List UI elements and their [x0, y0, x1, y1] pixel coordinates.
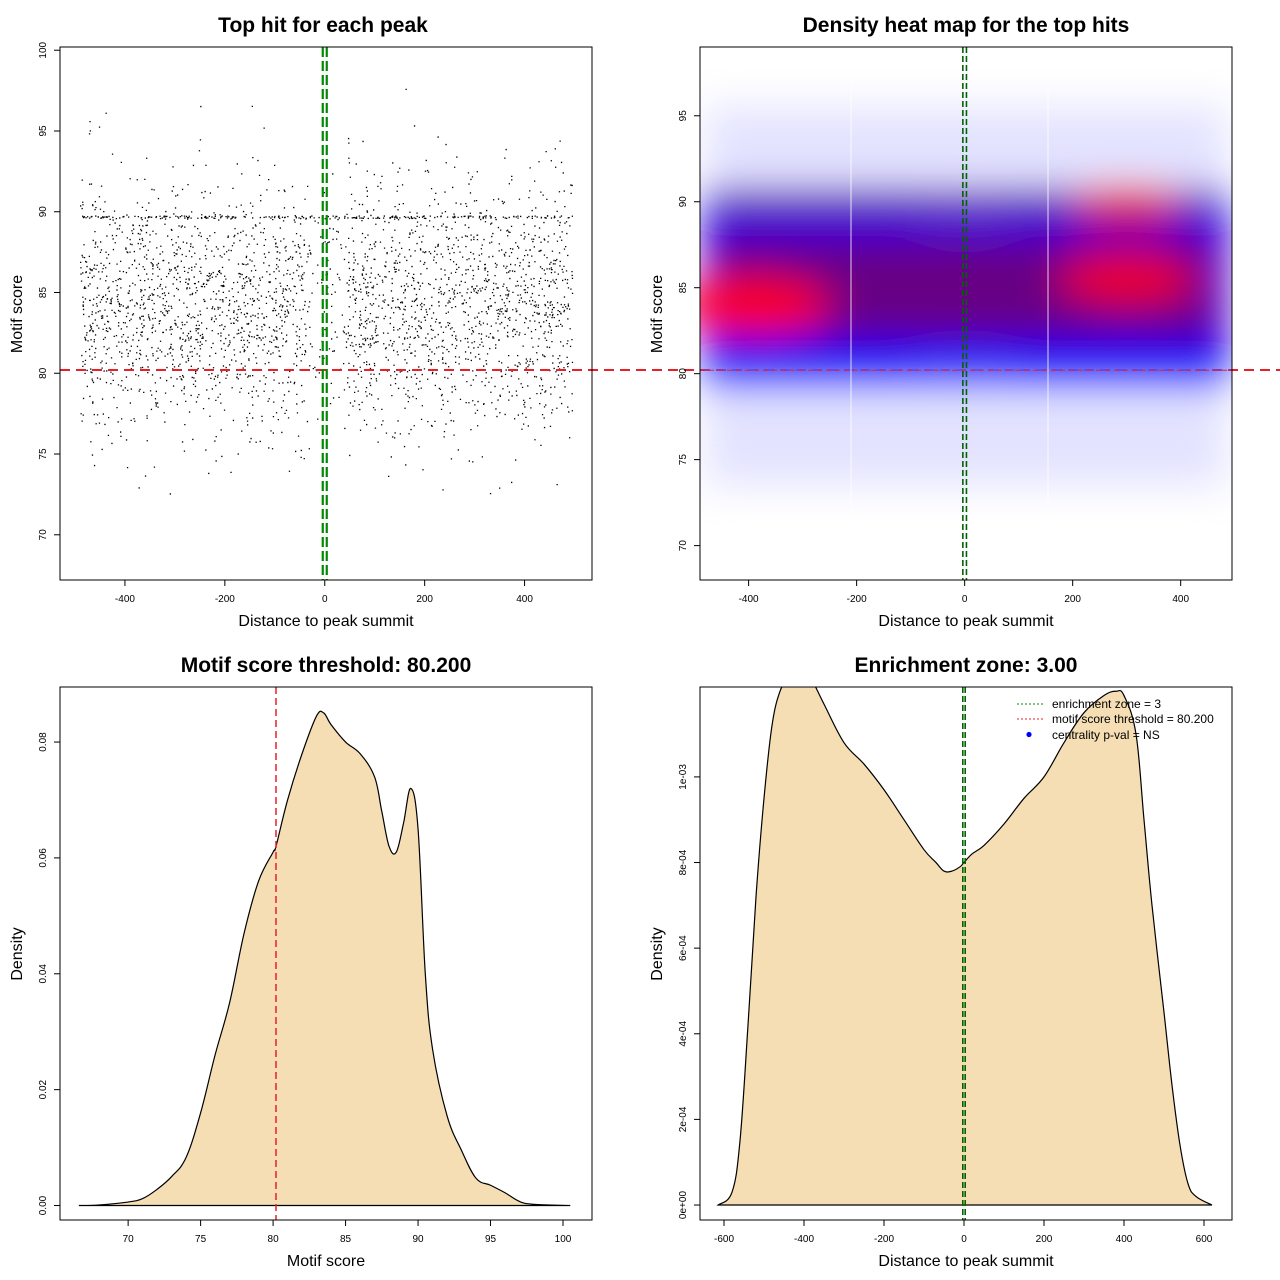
panel-score-density: Motif score threshold: 80.200 Motif scor… [9, 654, 593, 1270]
heatmap-hotspot [1068, 187, 1185, 227]
score-density-y-tick-label: 0.02 [38, 1079, 49, 1099]
distance-density-title: Enrichment zone: 3.00 [855, 654, 1078, 677]
legend-label-score-threshold: motif score threshold = 80.200 [1052, 712, 1214, 726]
scatter-x-label: Distance to peak summit [238, 613, 414, 630]
legend-label-enrichment-zone: enrichment zone = 3 [1052, 697, 1161, 711]
distance-density-x-tick-label: -600 [714, 1234, 734, 1245]
heatmap-y-tick-label: 85 [678, 282, 689, 294]
distance-density-y-tick-label: 4e-04 [678, 1021, 689, 1047]
heatmap-title: Density heat map for the top hits [803, 14, 1130, 37]
scatter-y-label: Motif score [9, 275, 26, 353]
distance-density-x-label: Distance to peak summit [878, 1253, 1054, 1270]
legend-label-centrality: centrality p-val = NS [1052, 728, 1160, 742]
score-density-ticks: 70 75 80 85 90 95 100 0.00 0.02 0.04 0.06 0.08 [38, 732, 572, 1245]
scatter-ticks: -400 -200 0 200 400 70 75 80 85 90 95 100 [38, 41, 533, 605]
score-density-curve [78, 710, 571, 1207]
heatmap-x-tick-label: 0 [962, 594, 968, 605]
scatter-plot-frame [59, 46, 593, 581]
heatmap-y-tick-label: 95 [678, 110, 689, 122]
heatmap-y-tick-label: 75 [678, 454, 689, 466]
legend: enrichment zone = 3 motif score threshol… [1017, 697, 1214, 742]
scatter-x-tick-label: 200 [416, 594, 433, 605]
score-density-plot-frame [59, 686, 593, 1221]
score-density-title: Motif score threshold: 80.200 [181, 654, 472, 677]
distance-density-ticks: -600 -400 -200 0 200 400 600 0e+00 2e-04 4e-04 6e-… [678, 764, 1213, 1245]
heatmap-x-tick-label: -200 [847, 594, 867, 605]
score-density-x-tick-label: 75 [195, 1234, 207, 1245]
distance-density-x-tick-label: 0 [961, 1234, 967, 1245]
scatter-y-tick-label: 95 [38, 125, 49, 137]
heatmap-y-tick-label: 90 [678, 196, 689, 208]
heatmap-y-tick-label: 80 [678, 368, 689, 380]
scatter-y-tick-label: 70 [38, 529, 49, 541]
distance-density-x-tick-label: -400 [794, 1234, 814, 1245]
score-density-x-tick-label: 85 [340, 1234, 352, 1245]
heatmap-x-tick-label: 200 [1064, 594, 1081, 605]
heatmap-y-label: Motif score [649, 275, 666, 353]
scatter-y-tick-label: 100 [38, 41, 49, 58]
distance-density-y-tick-label: 0e+00 [678, 1191, 689, 1220]
score-density-x-tick-label: 90 [412, 1234, 424, 1245]
scatter-y-tick-label: 90 [38, 206, 49, 218]
legend-swatch-centrality [1026, 731, 1032, 738]
score-density-y-label: Density [9, 927, 26, 980]
distance-density-reference-lines [961, 687, 967, 1220]
scatter-y-tick-label: 75 [38, 448, 49, 460]
heatmap-hotspot [700, 276, 832, 333]
score-density-x-tick-label: 80 [268, 1234, 280, 1245]
heatmap-ticks: -400 -200 0 200 400 70 75 80 85 90 95 [678, 110, 1189, 605]
distance-density-y-tick-label: 1e-03 [678, 764, 689, 790]
panel-heatmap: Density heat map for the top hits Distan… [649, 14, 1233, 630]
heatmap-density [700, 107, 1230, 486]
legend-item-centrality: centrality p-val = NS [1026, 728, 1160, 742]
scatter-title: Top hit for each peak [218, 14, 428, 37]
score-density-x-tick-label: 100 [555, 1234, 572, 1245]
distance-density-y-tick-label: 2e-04 [678, 1106, 689, 1132]
distance-density-x-tick-label: 400 [1116, 1234, 1133, 1245]
score-density-y-tick-label: 0.08 [38, 732, 49, 752]
heatmap-y-tick-label: 70 [678, 540, 689, 552]
legend-item-enrichment-zone: enrichment zone = 3 [1017, 697, 1161, 711]
heatmap-x-tick-label: 400 [1172, 594, 1189, 605]
distance-density-y-tick-label: 6e-04 [678, 935, 689, 961]
heatmap-reference-lines [700, 47, 1232, 580]
panel-distance-density: Enrichment zone: 3.00 Distance to peak s… [649, 654, 1233, 1270]
scatter-x-tick-label: -200 [215, 594, 235, 605]
scatter-y-tick-label: 80 [38, 367, 49, 379]
score-density-y-tick-label: 0.04 [38, 964, 49, 984]
heatmap-x-tick-label: -400 [739, 594, 759, 605]
distance-density-plot-frame [699, 686, 1233, 1221]
distance-density-y-label: Density [649, 927, 666, 980]
score-density-x-tick-label: 70 [123, 1234, 135, 1245]
heatmap-hotspot [1057, 255, 1196, 303]
scatter-y-tick-label: 85 [38, 287, 49, 299]
distance-density-x-tick-label: 200 [1036, 1234, 1053, 1245]
heatmap-plot-frame [699, 46, 1233, 581]
scatter-x-tick-label: 0 [322, 594, 328, 605]
legend-item-score-threshold: motif score threshold = 80.200 [1017, 712, 1214, 726]
scatter-x-tick-label: 400 [516, 594, 533, 605]
score-density-y-tick-label: 0.06 [38, 848, 49, 868]
score-density-x-label: Motif score [287, 1253, 365, 1270]
score-density-x-tick-label: 95 [485, 1234, 497, 1245]
distance-density-x-tick-label: 600 [1196, 1234, 1213, 1245]
heatmap-x-label: Distance to peak summit [878, 613, 1054, 630]
distance-density-curve [716, 687, 1213, 1206]
distance-density-x-tick-label: -200 [874, 1234, 894, 1245]
distance-density-y-tick-label: 8e-04 [678, 849, 689, 875]
score-density-y-tick-label: 0.00 [38, 1195, 49, 1215]
scatter-x-tick-label: -400 [115, 594, 135, 605]
